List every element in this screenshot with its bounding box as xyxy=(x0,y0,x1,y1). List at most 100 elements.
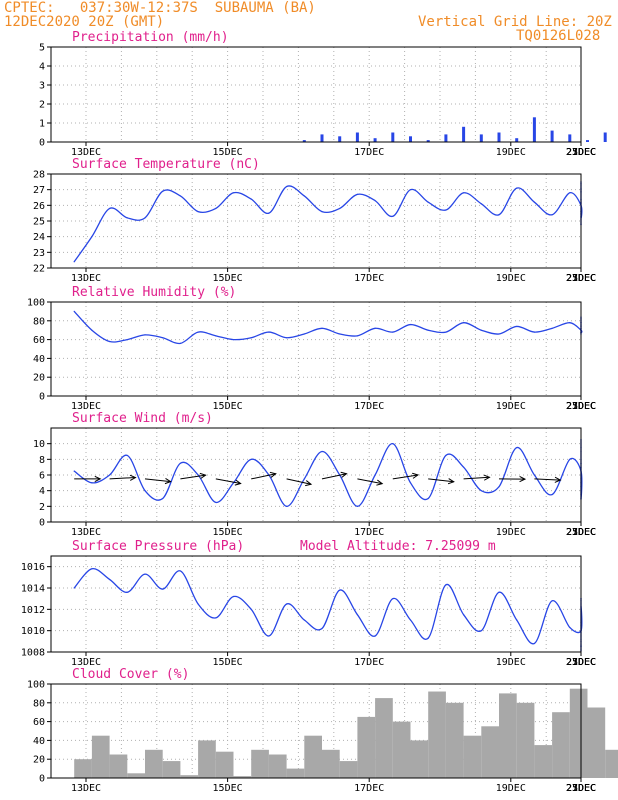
panel-4-data-point xyxy=(197,474,199,476)
panel-4-xtick-label: 27DEC xyxy=(566,527,596,538)
panel-1-xtick-label: 21DEC xyxy=(566,147,596,158)
panel-2-data-point xyxy=(303,195,305,197)
panel-6-ytick-label: 20 xyxy=(33,755,45,766)
panel-2-data-point xyxy=(162,190,164,192)
panel-2-data-point xyxy=(392,215,394,217)
panel-5-data-point xyxy=(232,595,235,598)
wind-arrow-head xyxy=(554,476,562,483)
panel-6-bar xyxy=(552,712,570,778)
panel-3-ytick-label: 60 xyxy=(33,335,45,346)
panel-6-bar xyxy=(481,726,499,778)
panel-2-ytick-label: 23 xyxy=(33,248,45,259)
panel-6-bar xyxy=(534,745,553,778)
panel-4-data-point xyxy=(392,443,394,445)
panel-2-data-point xyxy=(250,198,252,200)
panel-6-bar xyxy=(357,716,376,778)
panel-3-data-point xyxy=(232,339,235,341)
panel-1-bar xyxy=(320,134,324,142)
panel-2-data-point xyxy=(356,193,358,195)
panel-6-bar xyxy=(145,749,163,778)
panel-1-bar xyxy=(338,136,342,142)
panel-1-xtick-label: 17DEC xyxy=(354,147,384,158)
panel-4-data-point xyxy=(126,454,128,457)
panel-6-bar xyxy=(74,759,92,778)
panel-3-data-point xyxy=(250,337,252,339)
panel-2-data-point xyxy=(215,207,217,210)
panel-3-data-point xyxy=(516,325,518,328)
panel-1-xtick-label: 15DEC xyxy=(213,147,243,158)
panel-4-data-point xyxy=(356,505,358,507)
wind-arrow-shaft xyxy=(286,478,312,485)
panel-1-bar xyxy=(603,132,607,142)
panel-5-title: Surface Pressure (hPa) xyxy=(72,539,244,554)
header-time-line: 12DEC2020 20Z (GMT) xyxy=(4,14,165,30)
wind-arrow-head xyxy=(447,478,455,485)
panel-6-xtick-label: 17DEC xyxy=(354,783,384,794)
panel-3-data-point xyxy=(91,329,93,331)
panel-4-ytick-label: 4 xyxy=(39,486,45,497)
panel-1-ytick-label: 3 xyxy=(39,81,45,92)
panel-5-xtick-label: 27DEC xyxy=(566,657,596,668)
panel-4-data-point xyxy=(91,482,93,484)
panel-4-xtick-label: 25DEC xyxy=(566,527,596,538)
panel-2-data-point xyxy=(179,195,181,197)
panel-2-data-point xyxy=(533,201,536,203)
panel-1-title: Precipitation (mm/h) xyxy=(72,30,229,45)
panel-5-frame xyxy=(50,555,582,653)
panel-3-data-point xyxy=(268,331,270,333)
panel-4-data-point xyxy=(109,474,111,476)
panel-6-bar xyxy=(215,751,234,778)
panel-4-data-point xyxy=(321,450,323,453)
panel-3-ytick-label: 20 xyxy=(33,373,45,384)
wind-arrow-head xyxy=(234,479,242,486)
panel-2-ytick-label: 22 xyxy=(33,264,45,275)
panel-6-bar xyxy=(109,754,128,778)
panel-4-data-point xyxy=(144,490,146,492)
panel-2-data-point xyxy=(516,187,518,189)
panel-4-data-point xyxy=(374,474,376,476)
panel-5-data-point xyxy=(286,603,288,605)
panel-2-data-point xyxy=(551,214,553,216)
panel-2-data-point xyxy=(445,209,447,211)
panel-6-bar xyxy=(127,773,145,778)
panel-3-data-point xyxy=(374,327,376,329)
wind-arrow-shaft xyxy=(463,476,490,480)
panel-3-xtick-label: 13DEC xyxy=(71,401,101,412)
panel-6-bar xyxy=(233,776,252,778)
panel-3-xtick-label: 19DEC xyxy=(496,401,526,412)
panel-5-data-point xyxy=(516,619,518,621)
panel-5-data-point xyxy=(339,589,341,591)
panel-1-bar xyxy=(497,132,501,142)
panel-2-xtick-label: 21DEC xyxy=(566,273,596,284)
wind-arrow-shaft xyxy=(321,473,347,480)
panel-5-ytick-label: 1008 xyxy=(21,648,45,659)
panel-3-data-point xyxy=(533,331,536,333)
panel-1-bar xyxy=(462,126,466,142)
panel-6-title: Cloud Cover (%) xyxy=(72,667,189,682)
panel-3-xtick-label: 23DEC xyxy=(566,401,596,412)
panel-2-data-point xyxy=(463,192,465,194)
panel-5-xtick-label: 21DEC xyxy=(566,657,596,668)
panel-4-ytick-label: 10 xyxy=(33,439,45,450)
panel-3-frame xyxy=(50,301,582,397)
panel-6-bar xyxy=(375,698,393,778)
panel-4-data-point xyxy=(286,505,288,507)
panel-2-xtick-label: 15DEC xyxy=(213,273,243,284)
panel-6-bar xyxy=(499,693,517,778)
panel-4-frame xyxy=(50,427,582,523)
panel-1-xtick-label: 25DEC xyxy=(566,147,596,158)
panel-2-data-point xyxy=(126,217,128,219)
panel-6-bar xyxy=(587,707,606,778)
panel-4-data-point xyxy=(250,458,252,460)
panel-4-xtick-label: 23DEC xyxy=(566,527,596,538)
panel-3-data-point xyxy=(109,340,111,343)
panel-4-xtick-label: 17DEC xyxy=(354,527,384,538)
panel-3-data-point xyxy=(409,323,412,326)
panel-5-xtick-label: 23DEC xyxy=(566,657,596,668)
panel-4-data-point xyxy=(498,486,500,488)
panel-6-bar xyxy=(605,749,618,778)
panel-3-data-point xyxy=(321,327,323,329)
wind-arrow-shaft xyxy=(392,474,419,480)
panel-4-ytick-label: 8 xyxy=(39,455,45,466)
panel-2-ytick-label: 25 xyxy=(33,217,45,228)
